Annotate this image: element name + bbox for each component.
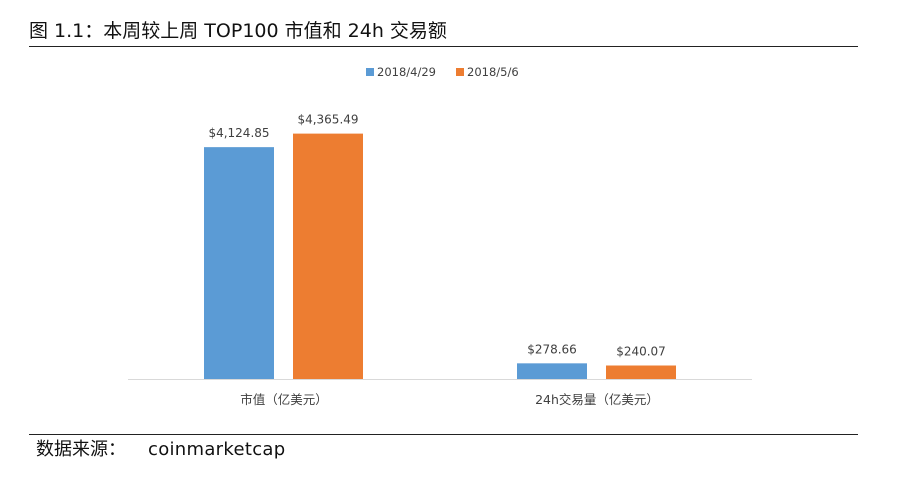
source-value: coinmarketcap — [148, 439, 286, 460]
category-label-1: 市值（亿美元） — [240, 392, 328, 407]
legend-label-1: 2018/4/29 — [377, 65, 436, 79]
bar-2-series-2 — [606, 365, 676, 379]
data-label-2-series-1: $278.66 — [527, 342, 577, 356]
figure-title: 图 1.1：本周较上周 TOP100 市值和 24h 交易额 — [29, 20, 447, 42]
category-label-2: 24h交易量（亿美元） — [535, 392, 659, 407]
chart-legend: 2018/4/29 2018/5/6 — [366, 65, 519, 79]
data-label-1-series-1: $4,124.85 — [208, 126, 269, 140]
legend-label-2: 2018/5/6 — [467, 65, 519, 79]
bar-1-series-2 — [293, 133, 363, 379]
data-label-1-series-2: $4,365.49 — [297, 113, 358, 127]
source-note: 数据来源： coinmarketcap — [36, 438, 285, 462]
bottom-rule — [29, 434, 858, 435]
bar-1-series-1 — [204, 147, 274, 379]
data-label-2-series-2: $240.07 — [616, 345, 666, 359]
legend-swatch-2 — [456, 68, 464, 76]
x-axis-category-labels: 市值（亿美元） 24h交易量（亿美元） — [240, 392, 659, 407]
top-rule — [29, 46, 858, 47]
source-label: 数据来源： — [36, 439, 126, 460]
chart-value-labels: $4,124.85 $4,365.49 $278.66 $240.07 — [208, 113, 665, 359]
legend-swatch-1 — [366, 68, 374, 76]
chart-bars — [204, 133, 676, 379]
bar-2-series-1 — [517, 363, 587, 379]
